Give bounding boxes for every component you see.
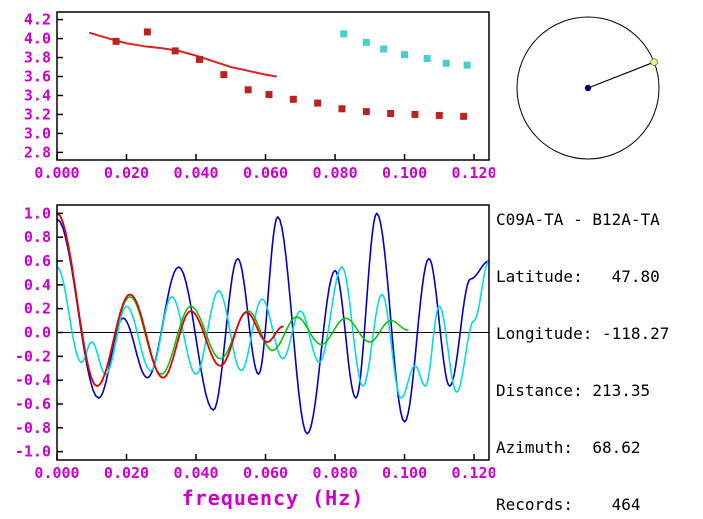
y-tick-label: 0.8 — [24, 228, 51, 246]
y-tick-label: 0.2 — [24, 300, 51, 318]
y-tick-label: 1.0 — [24, 204, 51, 222]
info-line-longitude: Longitude: -118.27 — [496, 324, 670, 343]
station-pair-title: C09A-TA - B12A-TA — [496, 210, 660, 229]
azimuth-circle-outline — [516, 16, 660, 160]
x-tick-label: 0.080 — [312, 464, 357, 482]
series-waveform-blue — [56, 212, 490, 435]
x-tick-label: 0.020 — [104, 464, 149, 482]
measured-phase-velocity-marker — [411, 110, 419, 118]
series-waveform-red — [56, 212, 284, 388]
series-reference-dispersion-curve — [89, 31, 277, 78]
waveform-spectra-plot: 0.000 0.020 0.040 0.060 0.080 0.100 0.120 1.0 0.… — [15, 204, 495, 482]
x-tick-label: 0.000 — [34, 164, 79, 182]
measured-phase-velocity-marker — [265, 91, 273, 99]
reference-station-dot — [584, 84, 592, 92]
measured-phase-velocity-marker — [143, 28, 151, 36]
info-line-latitude: Latitude: 47.80 — [496, 267, 660, 286]
measured-phase-velocity-marker — [435, 111, 443, 119]
secondary-phase-velocity-marker — [340, 30, 348, 38]
phase-velocity-plot: 0.000 0.020 0.040 0.060 0.080 0.100 0.1202.83.… — [24, 11, 495, 182]
y-tick-label: 0.6 — [24, 252, 51, 270]
x-tick-label: 0.020 — [104, 164, 149, 182]
measured-phase-velocity-marker — [460, 112, 468, 120]
station-info-panel: C09A-TA - B12A-TA Latitude: 47.80 Longit… — [496, 172, 669, 519]
x-tick-label: 0.120 — [451, 464, 495, 482]
y-tick-label: 3.0 — [24, 124, 51, 142]
measured-phase-velocity-marker — [289, 95, 297, 103]
measured-phase-velocity-marker — [195, 55, 203, 63]
y-tick-label: -1.0 — [15, 443, 51, 461]
info-line-records: Records: 464 — [496, 495, 641, 514]
x-tick-label: 0.040 — [173, 464, 218, 482]
y-tick-label: 3.8 — [24, 49, 51, 67]
y-tick-label: 0.4 — [24, 276, 51, 294]
x-tick-label: 0.000 — [34, 464, 79, 482]
secondary-phase-velocity-marker — [380, 45, 388, 53]
pair-station-dot — [650, 58, 659, 67]
y-tick-label: 4.2 — [24, 11, 51, 29]
y-tick-label: 0.0 — [24, 324, 51, 342]
plot-frame — [56, 11, 490, 161]
y-tick-label: 3.4 — [24, 86, 51, 104]
x-tick-label: 0.100 — [382, 464, 427, 482]
secondary-phase-velocity-marker — [362, 38, 370, 46]
y-tick-label: 2.8 — [24, 143, 51, 161]
secondary-phase-velocity-marker — [401, 51, 409, 59]
y-tick-label: -0.4 — [15, 371, 51, 389]
y-tick-label: 3.6 — [24, 68, 51, 86]
x-tick-label: 0.060 — [243, 464, 288, 482]
x-tick-label: 0.100 — [382, 164, 427, 182]
y-tick-label: 4.0 — [24, 30, 51, 48]
secondary-phase-velocity-marker — [442, 59, 450, 67]
secondary-phase-velocity-marker — [423, 54, 431, 62]
x-tick-label: 0.040 — [173, 164, 218, 182]
info-line-distance: Distance: 213.35 — [496, 381, 651, 400]
y-tick-label: -0.8 — [15, 419, 51, 437]
y-tick-label: -0.2 — [15, 347, 51, 365]
series-waveform-green — [56, 212, 409, 387]
measured-phase-velocity-marker — [387, 110, 395, 118]
measured-phase-velocity-marker — [314, 99, 322, 107]
measured-phase-velocity-marker — [171, 47, 179, 55]
measured-phase-velocity-marker — [112, 37, 120, 45]
series-waveform-cyan — [56, 260, 490, 399]
x-axis-label: frequency (Hz) — [181, 486, 365, 510]
azimuth-line — [587, 61, 655, 89]
secondary-phase-velocity-marker — [463, 61, 471, 69]
info-line-azimuth: Azimuth: 68.62 — [496, 438, 641, 457]
measured-phase-velocity-marker — [362, 108, 370, 116]
x-tick-label: 0.080 — [312, 164, 357, 182]
measured-phase-velocity-marker — [338, 105, 346, 113]
x-tick-label: 0.060 — [243, 164, 288, 182]
azimuth-diagram — [516, 16, 660, 160]
y-tick-label: -0.6 — [15, 395, 51, 413]
y-tick-label: 3.2 — [24, 105, 51, 123]
measured-phase-velocity-marker — [220, 71, 228, 79]
measured-phase-velocity-marker — [244, 86, 252, 94]
x-tick-label: 0.120 — [451, 164, 495, 182]
